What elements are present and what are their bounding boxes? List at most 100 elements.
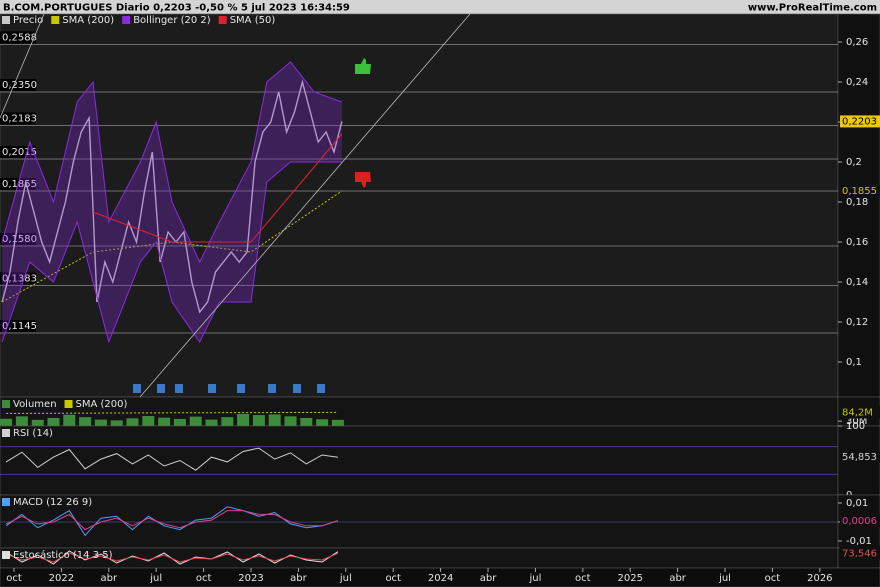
last-value-label: 84,2M <box>842 407 873 418</box>
volume-bar <box>221 417 234 426</box>
x-tick-label: 2023 <box>238 573 263 584</box>
level-label-bg <box>0 233 36 245</box>
volume-bar <box>331 419 344 426</box>
x-tick-label: jul <box>718 573 731 584</box>
legend-swatch <box>2 551 10 559</box>
y-tick-label: 30M <box>846 416 867 427</box>
legend-label: SMA (200) <box>76 399 128 410</box>
last-value-label: 0,1855 <box>842 186 877 197</box>
legend-swatch <box>2 16 10 24</box>
x-tick-label: oct <box>196 573 212 584</box>
x-tick-label: oct <box>385 573 401 584</box>
trend-line <box>0 13 45 119</box>
last-value-box <box>840 406 880 419</box>
x-tick-label: jul <box>149 573 162 584</box>
volume-bar <box>79 417 92 426</box>
level-label: 0,1580 <box>2 234 37 245</box>
volume-bar <box>63 414 76 426</box>
y-tick-label: 0,24 <box>846 77 868 88</box>
level-label: 0,2183 <box>2 113 37 124</box>
level-label-bg <box>0 112 36 125</box>
volume-bar <box>47 417 60 426</box>
x-axis-background <box>0 567 880 587</box>
y-tick-label: 0,12 <box>846 317 868 328</box>
last-value-label: 73,546 <box>842 548 877 559</box>
legend-swatch <box>64 400 73 408</box>
last-value-box <box>840 185 880 197</box>
last-value-box <box>840 547 880 560</box>
last-value-label: 54,853 <box>842 452 877 463</box>
series-line <box>1 61 343 264</box>
volume-bar <box>158 417 171 426</box>
level-label: 0,1383 <box>2 273 37 284</box>
last-value-box <box>840 451 880 464</box>
header-title: B.COM.PORTUGUES Diario 0,2203 -0,50 % 5 … <box>3 3 350 14</box>
level-label: 0,2350 <box>2 80 37 91</box>
volume-bar <box>189 416 202 426</box>
y-tick-label: 0,26 <box>846 37 868 48</box>
x-tick-label: jul <box>339 573 352 584</box>
level-label-bg <box>0 31 36 44</box>
last-value-box <box>840 115 880 128</box>
y-tick-label: 0,18 <box>846 197 868 208</box>
x-tick-label: jul <box>528 573 541 584</box>
level-label: 0,1855 <box>2 179 37 190</box>
y-tick-label: 0,01 <box>846 498 868 509</box>
legend-swatch <box>2 498 10 506</box>
volume-bar <box>237 413 250 426</box>
y-tick-label: 0,16 <box>846 237 868 248</box>
thumbs-up-icon <box>355 58 371 74</box>
panel-background <box>0 425 839 496</box>
volume-bar <box>205 419 218 426</box>
series-line <box>1 161 342 344</box>
last-value-label: 0,2203 <box>842 116 877 127</box>
y-tick-label: -0,01 <box>846 536 872 547</box>
legend-swatch <box>2 429 10 437</box>
legend-swatch <box>218 16 227 24</box>
y-tick-label: 0,1 <box>846 357 862 368</box>
volume-bar <box>316 419 329 426</box>
panel-background <box>0 396 839 427</box>
volume-bar <box>173 418 186 426</box>
legend-swatch <box>2 400 10 408</box>
series-line <box>92 133 343 243</box>
trend-line <box>139 13 471 398</box>
volume-bar <box>15 416 28 426</box>
series-line <box>5 510 339 531</box>
legend-label: Bollinger (20 2) <box>133 15 211 26</box>
x-tick-label: 2025 <box>617 573 642 584</box>
legend-swatch <box>51 16 60 24</box>
legend-label: Precio <box>13 15 43 26</box>
x-tick-label: 2024 <box>428 573 453 584</box>
event-icons <box>133 384 325 393</box>
plot-area: 0,25880,23500,21830,20150,18550,15800,13… <box>0 13 880 587</box>
legend-label: Volumen <box>13 399 57 410</box>
x-tick-label: abr <box>480 573 497 584</box>
legend-swatch <box>122 16 131 24</box>
x-tick-label: 2026 <box>807 573 832 584</box>
x-tick-label: oct <box>765 573 781 584</box>
axis-background <box>837 13 880 398</box>
level-label-bg <box>0 79 36 91</box>
legend-label: Estocástico (14 3 5) <box>13 549 113 561</box>
volume-bar <box>94 419 107 426</box>
level-label-bg <box>0 146 36 158</box>
volume-bar <box>252 415 265 426</box>
volume-bar <box>268 414 281 426</box>
x-tick-label: abr <box>669 573 686 584</box>
header-site: www.ProRealTime.com <box>748 3 877 14</box>
y-tick-label: 0,2 <box>846 157 862 168</box>
legend-label: SMA (50) <box>230 15 276 26</box>
volume-bar <box>31 419 44 426</box>
series-line <box>5 447 338 471</box>
volume-bar <box>300 417 313 426</box>
y-tick-label: 100 <box>846 421 865 432</box>
level-label: 0,1145 <box>2 321 37 332</box>
last-value-box <box>840 514 880 527</box>
x-tick-label: abr <box>290 573 307 584</box>
panel-background <box>0 547 839 569</box>
header-bar <box>0 0 880 14</box>
volume-bar <box>0 418 13 426</box>
thumbs-down-icon <box>355 172 371 188</box>
